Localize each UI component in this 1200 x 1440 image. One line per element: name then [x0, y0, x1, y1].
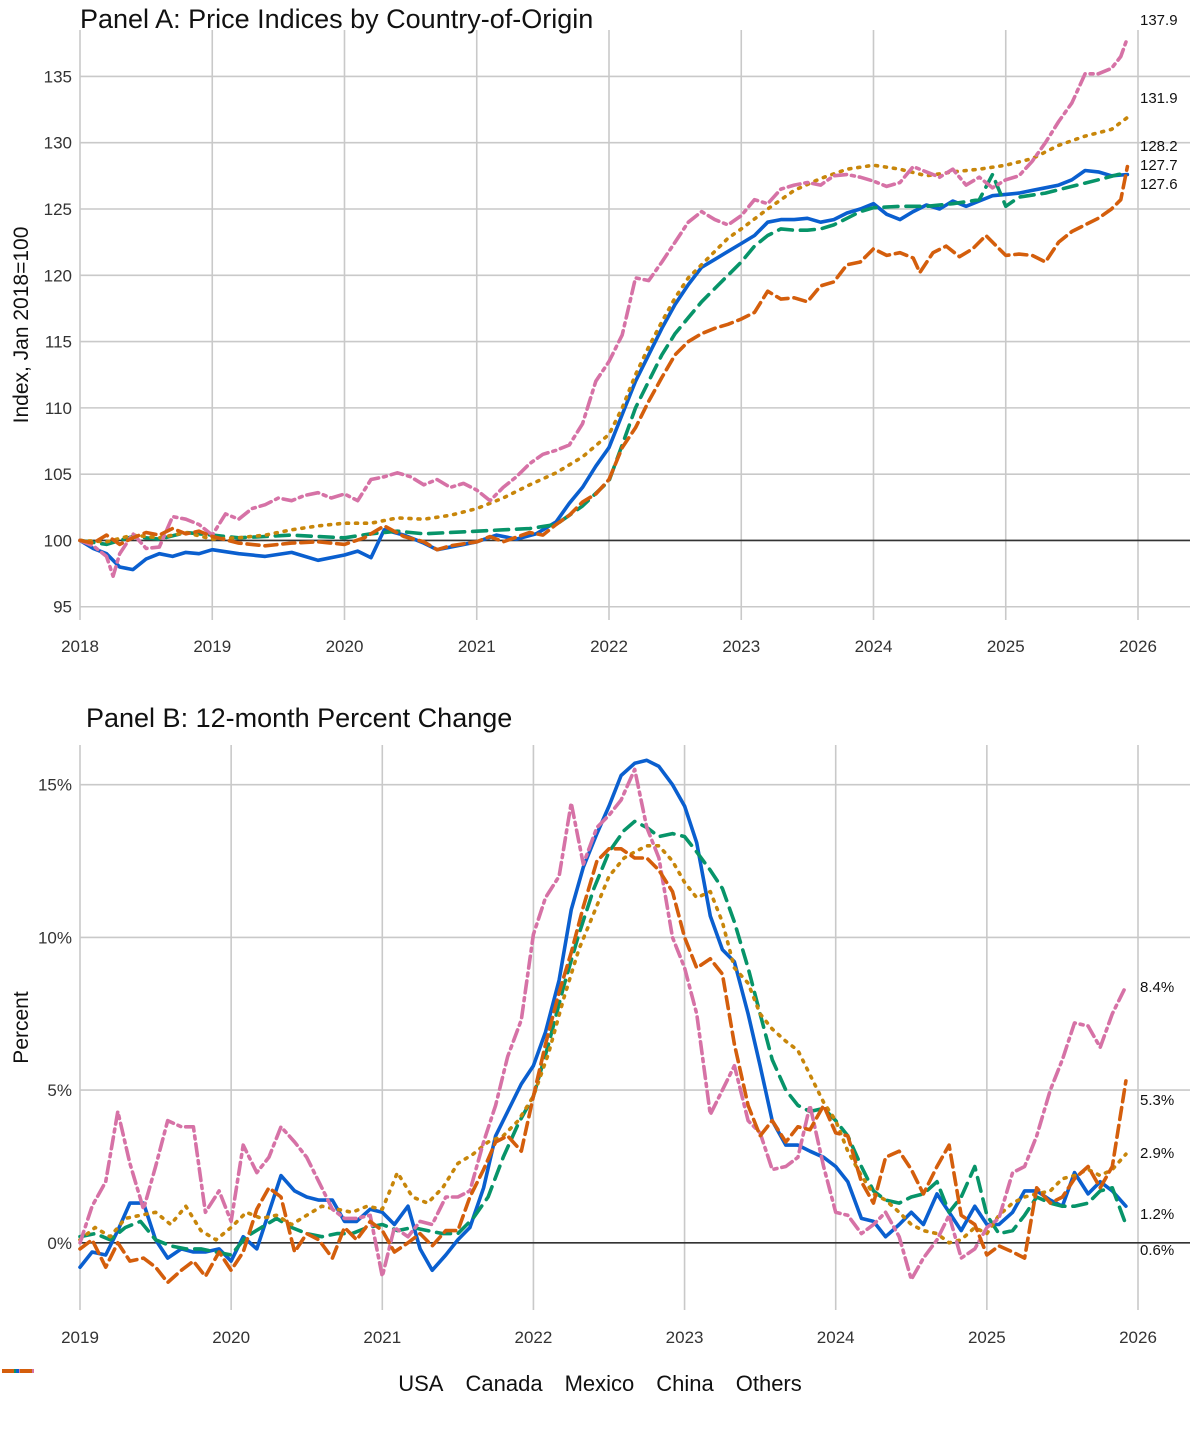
- x-tick-label: 2025: [987, 637, 1025, 656]
- legend-item-canada: Canada: [2, 1369, 543, 1397]
- series-line-china: [78, 36, 1130, 578]
- y-tick-label: 95: [53, 598, 72, 617]
- legend-item-mexico: Mexico: [2, 1369, 635, 1397]
- y-axis-title: Percent: [10, 991, 33, 1064]
- panel-b: 2019 2020 2021 2022 2023 2024 2025 2026 0% 5% 10% 1…: [10, 703, 1190, 1347]
- y-tick-label: 130: [44, 134, 72, 153]
- panel-title: Panel A: Price Indices by Country-of-Ori…: [80, 4, 593, 34]
- series-line-mexico: [78, 844, 1128, 1245]
- legend-item-usa: USA: [2, 1369, 444, 1397]
- x-tick-label: 2019: [61, 1328, 99, 1347]
- y-tick-label: 110: [45, 399, 72, 418]
- y-tick-label: 120: [44, 266, 72, 285]
- x-tick-label: 2022: [515, 1328, 553, 1347]
- end-label-mexico: 2.9%: [1140, 1145, 1174, 1162]
- end-label-canada: 127.7: [1140, 157, 1178, 174]
- legend-label: Canada: [465, 1371, 543, 1396]
- chart-canvas: 2018 2019 2020 2021 2022 2023 2024 2025 2026 95 10…: [10, 4, 1190, 1347]
- x-tick-label: 2020: [212, 1328, 250, 1347]
- x-tick-label: 2023: [666, 1328, 704, 1347]
- series-line-others: [78, 847, 1128, 1285]
- end-label-others: 128.2: [1140, 138, 1178, 155]
- end-label-china: 8.4%: [1140, 979, 1174, 996]
- legend-label: Others: [735, 1371, 802, 1396]
- series-line-canada: [78, 171, 1130, 547]
- y-tick-label: 115: [45, 333, 72, 352]
- legend-item-china: China: [2, 1369, 714, 1397]
- end-label-china: 137.9: [1140, 12, 1178, 29]
- y-tick-label: 15%: [38, 776, 72, 795]
- x-tick-label: 2023: [722, 637, 760, 656]
- x-tick-label: 2021: [363, 1328, 401, 1347]
- x-tick-label: 2020: [326, 637, 364, 656]
- legend-swatch: [2, 1369, 34, 1373]
- end-label-usa: 127.6: [1140, 176, 1178, 193]
- y-tick-label: 10%: [38, 928, 72, 947]
- y-tick-label: 5%: [47, 1081, 72, 1100]
- x-tick-label: 2021: [458, 637, 496, 656]
- y-tick-label: 125: [44, 200, 72, 219]
- legend-item-others: Others: [2, 1369, 802, 1397]
- series-line-others: [78, 164, 1130, 552]
- x-tick-label: 2026: [1119, 1328, 1157, 1347]
- panel-title: Panel B: 12-month Percent Change: [86, 703, 512, 733]
- y-tick-label: 0%: [47, 1234, 72, 1253]
- series-line-usa: [78, 168, 1130, 572]
- end-label-mexico: 131.9: [1140, 90, 1178, 107]
- end-label-usa: 1.2%: [1140, 1206, 1174, 1223]
- x-tick-label: 2024: [855, 637, 893, 656]
- y-tick-label: 100: [44, 531, 72, 550]
- legend-label: China: [656, 1371, 714, 1396]
- y-tick-label: 105: [44, 465, 72, 484]
- legend: USA Canada Mexico China Others: [0, 1364, 1200, 1404]
- end-label-others: 5.3%: [1140, 1092, 1174, 1109]
- series-line-mexico: [78, 115, 1130, 544]
- x-tick-label: 2024: [817, 1328, 855, 1347]
- x-tick-label: 2025: [968, 1328, 1006, 1347]
- panel-a: 2018 2019 2020 2021 2022 2023 2024 2025 2026 95 10…: [10, 4, 1190, 656]
- legend-label: Mexico: [564, 1371, 635, 1396]
- x-tick-label: 2019: [193, 637, 231, 656]
- x-tick-label: 2022: [590, 637, 628, 656]
- x-tick-label: 2018: [61, 637, 99, 656]
- legend-label: USA: [398, 1371, 444, 1396]
- x-tick-label: 2026: [1119, 637, 1157, 656]
- series-line-china: [78, 767, 1128, 1282]
- end-label-canada: 0.6%: [1140, 1242, 1174, 1259]
- y-tick-label: 135: [44, 67, 72, 86]
- y-axis-title: Index, Jan 2018=100: [10, 227, 33, 424]
